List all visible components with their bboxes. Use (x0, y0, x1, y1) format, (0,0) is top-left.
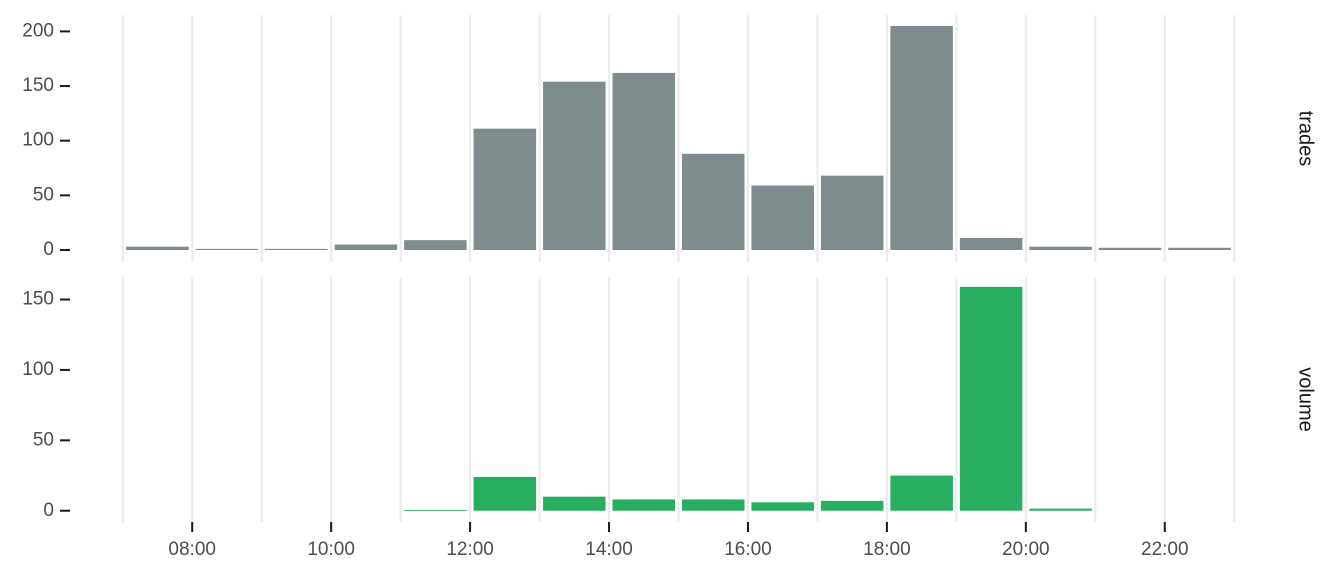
y-tick-label: 0 (43, 239, 54, 260)
x-tick-label: 16:00 (724, 539, 772, 560)
bar (1168, 247, 1231, 250)
bar (265, 248, 328, 250)
bar (751, 502, 814, 511)
bar (820, 175, 884, 250)
bar (473, 128, 537, 250)
bar (681, 153, 745, 250)
x-tick-label: 08:00 (168, 539, 216, 560)
bar (1029, 246, 1092, 250)
y-tick-label: 50 (33, 429, 54, 450)
y-tick-label: 200 (22, 20, 54, 41)
x-tick-label: 10:00 (307, 539, 355, 560)
bar (334, 244, 398, 250)
bar (543, 81, 606, 250)
bar (543, 496, 606, 511)
bar (959, 237, 1023, 250)
bar (612, 72, 676, 250)
bar (195, 248, 259, 250)
x-tick-label: 22:00 (1141, 539, 1189, 560)
bar (959, 286, 1023, 511)
y-tick-label: 150 (22, 75, 54, 96)
facet-label: trades (1295, 111, 1317, 167)
x-tick-label: 18:00 (863, 539, 911, 560)
y-tick-label: 0 (43, 500, 54, 521)
facet-label: volume (1295, 367, 1317, 431)
y-tick-label: 150 (22, 289, 54, 310)
bar (890, 475, 953, 511)
bar (404, 510, 467, 511)
bar (126, 246, 189, 250)
bar (820, 500, 884, 511)
bar (890, 25, 953, 250)
bar (1098, 247, 1162, 250)
bar (751, 185, 814, 250)
bar (1029, 508, 1092, 511)
bar (404, 240, 467, 250)
bar (473, 476, 537, 511)
x-tick-label: 12:00 (446, 539, 494, 560)
y-tick-label: 100 (22, 359, 54, 380)
y-tick-label: 100 (22, 130, 54, 151)
x-tick-label: 14:00 (585, 539, 633, 560)
bar (612, 499, 676, 511)
bar (681, 499, 745, 511)
x-tick-label: 20:00 (1002, 539, 1050, 560)
y-tick-label: 50 (33, 184, 54, 205)
